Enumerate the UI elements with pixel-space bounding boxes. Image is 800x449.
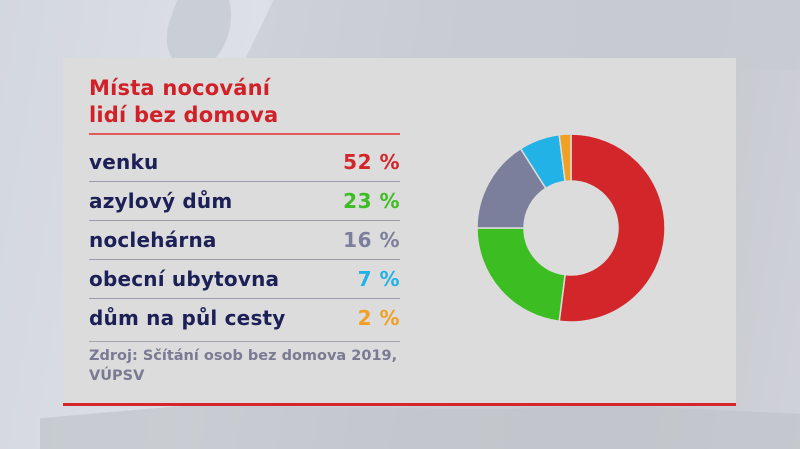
- source-line-2: VÚPSV: [89, 368, 145, 384]
- legend-row: dům na půl cesty 2 %: [89, 299, 400, 337]
- source-line-1: Zdroj: Sčítání osob bez domova 2019,: [89, 348, 398, 364]
- legend-value: 7 %: [357, 267, 400, 291]
- legend-value: 16 %: [343, 228, 400, 252]
- source-note: Zdroj: Sčítání osob bez domova 2019, VÚP…: [89, 346, 419, 386]
- title-line-1: Místa nocování: [89, 76, 271, 100]
- legend-row: noclehárna 16 %: [89, 221, 400, 260]
- donut-slice-venku: [558, 133, 666, 323]
- legend-value: 23 %: [343, 189, 400, 213]
- donut-chart: [476, 133, 666, 323]
- title-line-2: lidí bez domova: [89, 103, 279, 127]
- legend-value: 2 %: [357, 306, 400, 330]
- background-map-shape: [40, 405, 800, 449]
- legend-row: obecní ubytovna 7 %: [89, 260, 400, 299]
- legend-row: venku 52 %: [89, 143, 400, 182]
- source-divider: [89, 341, 400, 342]
- donut-slice-azylový-dům: [476, 227, 566, 323]
- legend-value: 52 %: [343, 150, 400, 174]
- legend-label: venku: [89, 150, 159, 174]
- legend-label: noclehárna: [89, 228, 217, 252]
- donut-slice-dům-na-půl-cesty: [558, 133, 572, 183]
- legend-label: azylový dům: [89, 189, 233, 213]
- chart-title: Místa nocování lidí bez domova: [89, 75, 278, 129]
- infographic-panel: Místa nocování lidí bez domova venku 52 …: [63, 58, 736, 403]
- title-divider: [89, 133, 400, 135]
- accent-bottom-line: [63, 403, 736, 406]
- legend-label: obecní ubytovna: [89, 267, 280, 291]
- legend-label: dům na půl cesty: [89, 306, 286, 330]
- legend-table: venku 52 % azylový dům 23 % noclehárna 1…: [89, 143, 400, 337]
- legend-row: azylový dům 23 %: [89, 182, 400, 221]
